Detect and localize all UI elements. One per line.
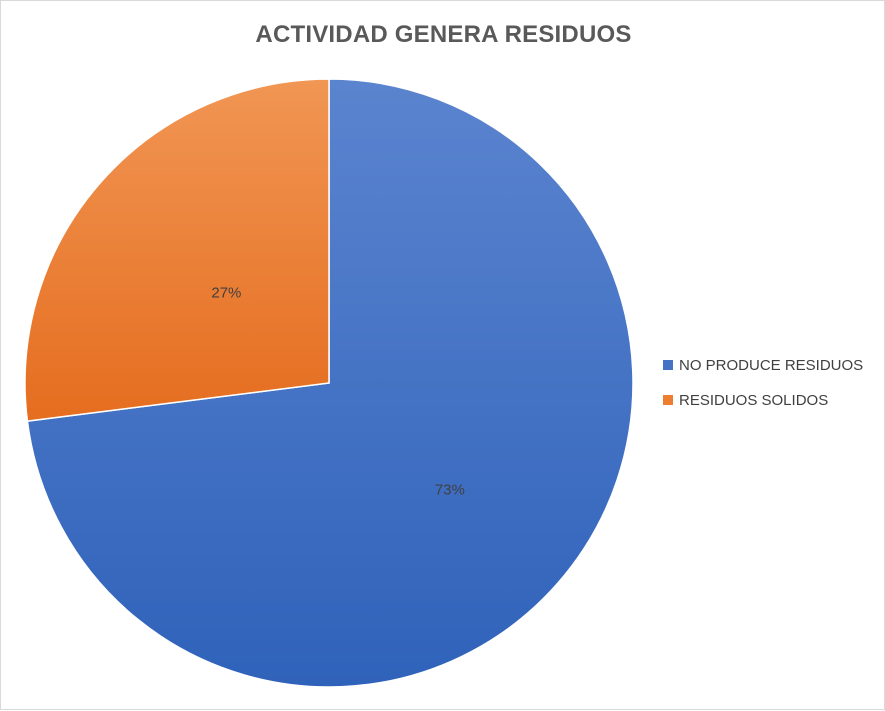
data-label: 73% bbox=[435, 482, 465, 499]
data-label: 27% bbox=[211, 285, 241, 302]
chart-title: ACTIVIDAD GENERA RESIDUOS bbox=[255, 21, 632, 48]
legend-item-residuos-solidos: RESIDUOS SOLIDOS bbox=[663, 389, 863, 411]
legend-label: RESIDUOS SOLIDOS bbox=[679, 391, 829, 409]
pie-slice-residuos-solidos bbox=[24, 78, 330, 422]
legend-swatch-blue bbox=[663, 360, 673, 370]
legend: NO PRODUCE RESIDUOS RESIDUOS SOLIDOS bbox=[663, 354, 863, 424]
legend-item-no-produce: NO PRODUCE RESIDUOS bbox=[663, 354, 863, 376]
pie-slice-no-produce bbox=[26, 78, 634, 688]
legend-swatch-orange bbox=[663, 395, 673, 405]
legend-label: NO PRODUCE RESIDUOS bbox=[679, 356, 864, 374]
